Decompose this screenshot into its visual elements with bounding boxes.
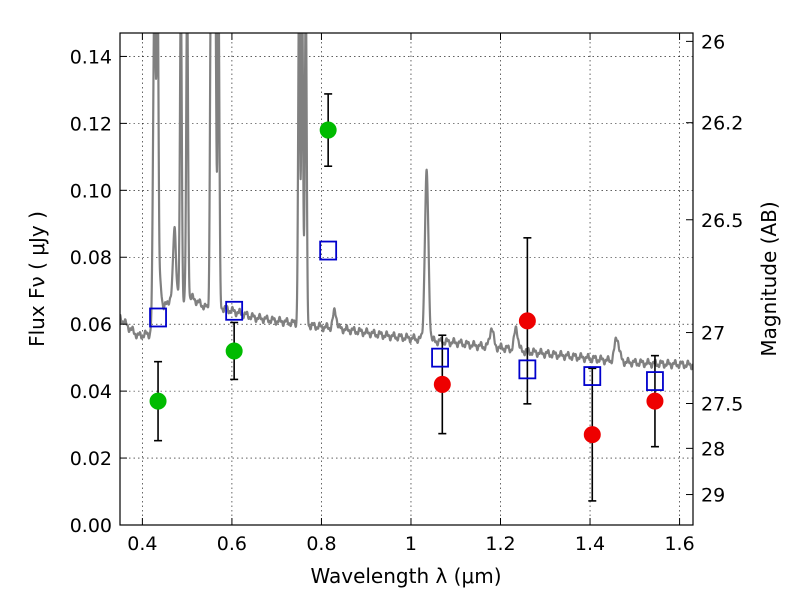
right-tick-label: 26.2 (701, 113, 743, 135)
y-tick-label: 0.04 (70, 381, 112, 403)
data-point-series-1 (518, 312, 536, 330)
data-point-series-2 (319, 240, 338, 261)
plot-frame (119, 32, 694, 526)
data-point-series-2 (431, 347, 449, 368)
y-tick-label: 0.08 (70, 247, 112, 269)
y-tick-label: 0.06 (70, 314, 112, 336)
spectrum (120, 33, 693, 371)
data-marks (149, 93, 664, 502)
x-tick-label: 1.6 (664, 533, 694, 555)
y-tick-label: 0.12 (70, 113, 112, 135)
spectrum-line (120, 33, 693, 371)
right-tick-label: 26 (701, 31, 725, 53)
right-tick-label: 27.5 (701, 394, 743, 416)
x-axis-label: Wavelength λ (μm) (310, 564, 501, 588)
right-tick-label: 29 (701, 485, 725, 507)
x-tick-label: 1.4 (575, 533, 605, 555)
right-tick-label: 27 (701, 323, 725, 345)
data-point-series-2 (583, 366, 602, 386)
y-tick-label: 0.10 (70, 180, 112, 202)
data-point-series-1 (433, 375, 451, 393)
x-tick-label: 1.2 (485, 533, 515, 555)
axis-ticks: 0.4 0.6 0.8 1 1.2 1.4 1.6 0.00 0.02 0.04 0.06 0.08 0… (70, 31, 744, 555)
x-tick-label: 0.8 (306, 533, 336, 555)
data-point-series-0 (319, 121, 337, 139)
data-point-series-2 (518, 359, 537, 380)
x-tick-label: 0.4 (127, 533, 157, 555)
y-tick-label: 0.00 (70, 515, 112, 537)
data-point-series-0 (225, 342, 243, 360)
data-point-series-1 (583, 426, 601, 444)
x-tick-label: 0.6 (217, 533, 247, 555)
data-point-series-1 (646, 392, 664, 410)
right-axis-label: Magnitude (AB) (757, 201, 781, 356)
x-tick-label: 1 (405, 533, 417, 555)
data-point-series-2 (149, 307, 167, 328)
right-tick-label: 26.5 (701, 210, 743, 232)
y-tick-label: 0.14 (70, 46, 112, 68)
y-tick-label: 0.02 (70, 448, 112, 470)
data-point-series-2 (225, 300, 244, 321)
right-tick-label: 28 (701, 438, 725, 460)
y-axis-label: Flux Fν ( μJy ) (25, 211, 49, 347)
data-point-series-0 (149, 392, 167, 410)
grid (120, 33, 693, 526)
data-point-series-2 (646, 371, 664, 391)
